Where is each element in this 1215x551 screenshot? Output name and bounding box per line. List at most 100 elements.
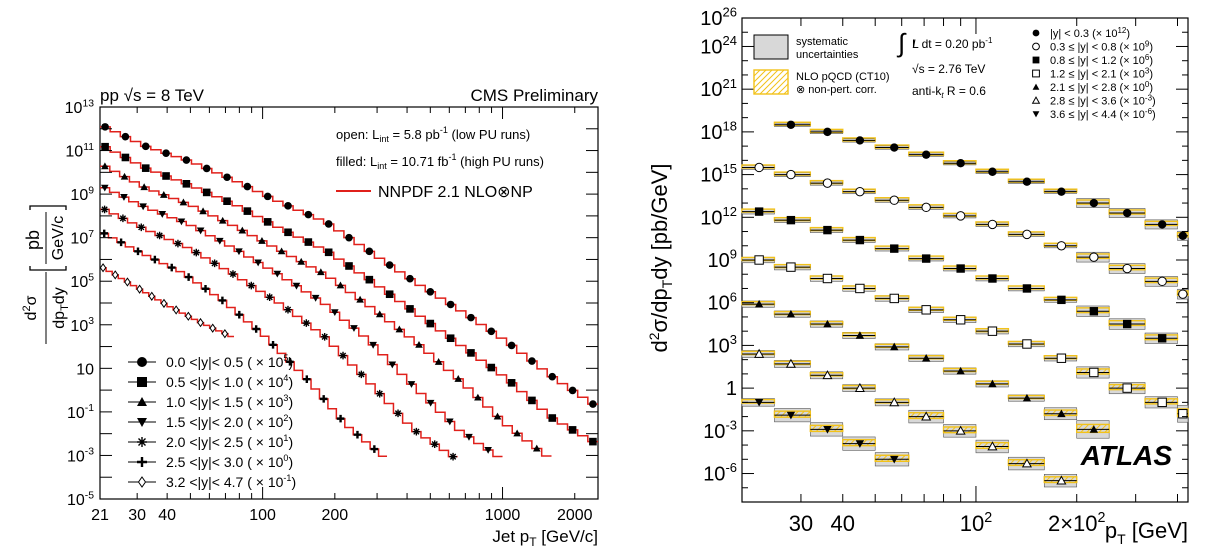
atlas-data-point	[890, 342, 899, 351]
cms-data-point	[209, 323, 216, 333]
atlas-legend-nlo-line2: ⊗ non-pert. corr.	[796, 84, 877, 96]
cms-legend-label: 0.0 <|y|< 0.5 ( × 105)	[166, 353, 293, 370]
atlas-data-point	[823, 426, 832, 434]
cms-y-tick-label: 1013	[65, 98, 95, 117]
cms-data-point	[350, 325, 358, 332]
cms-x-axis: 21 30 40 100 200 1000 2000	[91, 107, 593, 524]
cms-x-tick-label: 200	[321, 507, 348, 524]
atlas-legend-syst-box	[753, 34, 789, 60]
cms-data-point	[100, 184, 109, 192]
cms-series	[100, 229, 388, 457]
cms-y-tick-label: 10-5	[67, 490, 94, 509]
atlas-data-point	[854, 382, 865, 392]
cms-data-point	[297, 257, 306, 265]
cms-data-point	[101, 123, 109, 131]
cms-x-tick-label: 1000	[485, 507, 521, 524]
cms-data-point	[235, 248, 243, 256]
atlas-data-point	[889, 195, 899, 205]
cms-data-point	[304, 238, 313, 246]
cms-data-point	[548, 372, 557, 381]
cms-data-point	[336, 414, 345, 423]
atlas-series	[741, 162, 1189, 300]
cms-data-point	[426, 319, 435, 328]
cms-y-tick-label: 10-3	[67, 447, 94, 466]
atlas-data-point	[822, 370, 833, 380]
cms-legend-marker	[137, 377, 147, 387]
cms-data-point	[221, 329, 229, 339]
atlas-data-point	[956, 159, 965, 168]
cms-data-point	[388, 361, 397, 369]
cms-data-point	[370, 445, 379, 453]
atlas-data-point	[1022, 393, 1032, 402]
atlas-series	[741, 299, 1110, 439]
cms-data-point	[336, 281, 345, 289]
atlas-data-point	[1056, 475, 1067, 485]
atlas-data-point	[1057, 187, 1066, 196]
cms-data-point	[320, 333, 329, 341]
atlas-legend-syst-line2: uncertainties	[796, 49, 859, 61]
atlas-y-tick-label: 10-3	[703, 417, 737, 442]
atlas-legend-label: 2.1 ≤ |y| < 2.8 (× 100)	[1050, 80, 1153, 94]
cms-data-point	[172, 305, 180, 315]
atlas-data-point	[1089, 307, 1099, 316]
atlas-data-point	[1122, 263, 1132, 274]
atlas-y-tick-label: 1015	[700, 161, 737, 186]
cms-data-point	[375, 389, 384, 398]
cms-data-point	[179, 198, 188, 206]
cms-data-point	[218, 216, 227, 224]
cms-data-point	[155, 231, 164, 240]
cms-data-point	[263, 218, 272, 226]
cms-ylabel: d2σ dpTdy pb GeV/c	[21, 205, 71, 344]
cms-y-axis: 1013 1011 109 107 105 103 10 10-1 10-3 10-5	[65, 98, 598, 509]
cms-data-point	[568, 426, 577, 434]
cms-chart: 21 30 40 100 200 1000 2000 1013101110910710510…	[21, 86, 599, 549]
atlas-series-group	[741, 120, 1189, 488]
cms-data-point	[286, 358, 294, 366]
cms-data-point	[117, 238, 125, 247]
cms-y-tick-label: 10	[76, 361, 94, 378]
atlas-data-point	[754, 255, 764, 265]
cms-data-point	[406, 305, 414, 313]
cms-data-point	[394, 409, 402, 418]
atlas-y-tick-label: 10-6	[703, 460, 737, 485]
cms-data-point	[446, 334, 455, 343]
cms-data-point	[345, 262, 353, 270]
atlas-nlo-hatch	[1044, 409, 1078, 416]
cms-data-point	[243, 182, 252, 191]
atlas-data-point	[1056, 353, 1067, 363]
cms-data-point	[243, 207, 252, 215]
cms-data-point	[365, 247, 374, 256]
cms-data-point	[331, 309, 339, 317]
cms-data-point	[141, 142, 150, 151]
atlas-chart: 30 40 102 2×102 1026 1024 1021 1018 1015 1012 109…	[646, 5, 1189, 547]
atlas-legend-marker	[1032, 83, 1040, 90]
atlas-data-point	[921, 150, 931, 159]
atlas-x-tick-label: 2×102	[1048, 510, 1106, 536]
atlas-legend-marker	[1032, 42, 1040, 51]
svg-text:dpTdy: dpTdy	[51, 287, 71, 328]
atlas-data-point	[822, 273, 833, 284]
cms-data-point	[449, 452, 457, 461]
cms-data-point	[375, 310, 384, 318]
cms-data-point	[273, 270, 282, 278]
cms-data-point	[292, 282, 301, 290]
cms-data-point	[223, 197, 231, 205]
atlas-data-point	[988, 379, 997, 388]
cms-data-point	[446, 300, 455, 309]
cms-data-point	[568, 386, 577, 395]
atlas-legend-label: 2.8 ≤ |y| < 3.6 (× 10-3)	[1050, 94, 1156, 108]
cms-x-tick-label: 21	[91, 507, 109, 524]
atlas-data-point	[955, 425, 966, 435]
cms-data-point	[247, 281, 256, 290]
cms-data-point	[324, 220, 333, 228]
atlas-legend-marker	[1032, 111, 1040, 118]
cms-data-point	[357, 370, 366, 379]
atlas-legend-label: 0.3 ≤ |y| < 0.8 (× 109)	[1050, 40, 1153, 54]
atlas-series	[741, 398, 910, 467]
cms-data-point	[139, 203, 147, 211]
cms-data-point	[134, 247, 142, 256]
cms-y-tick-label: 107	[70, 229, 94, 248]
cms-data-point	[120, 194, 128, 201]
atlas-data-point	[1021, 458, 1032, 468]
cms-data-point	[304, 210, 313, 219]
